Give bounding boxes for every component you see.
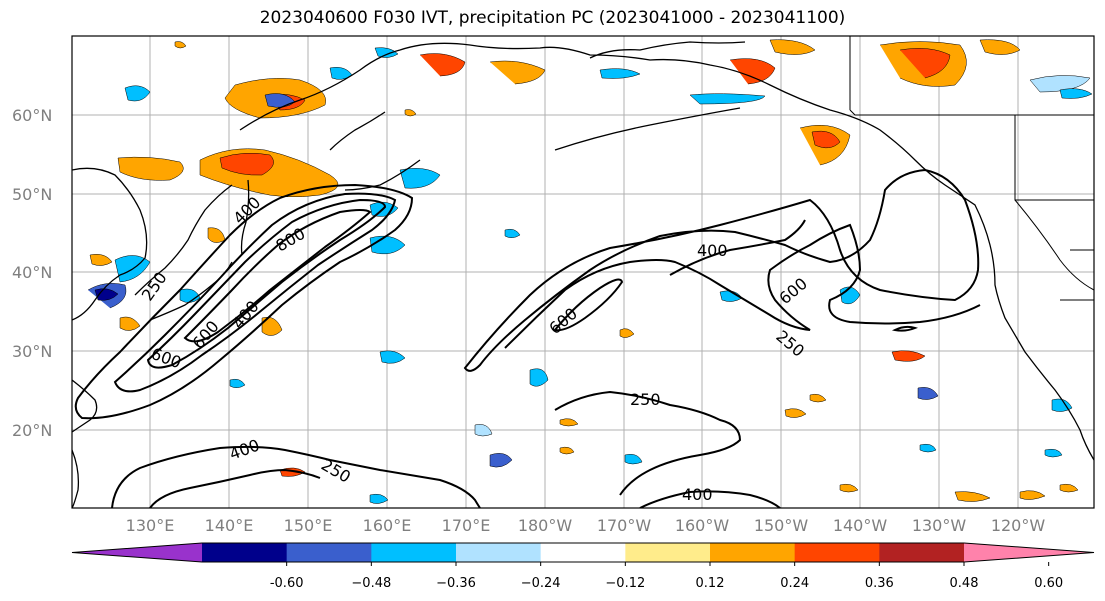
colorbar-segment — [456, 543, 542, 562]
coastlines — [72, 41, 1094, 508]
colorbar-segment — [371, 543, 457, 562]
map-title: 2023040600 F030 IVT, precipitation PC (2… — [259, 8, 846, 28]
colorbar-tick-label: 0.60 — [1034, 576, 1063, 591]
ivt-contours — [74, 168, 981, 508]
colorbar-segment — [625, 543, 711, 562]
lon-label: 160°W — [675, 516, 730, 535]
lon-label: 130°W — [912, 516, 967, 535]
precip-positive-anomalies — [89, 39, 1079, 502]
lat-label: 40°N — [12, 263, 52, 282]
colorbar-tick-label: −0.12 — [605, 576, 645, 591]
colorbar-tick-label: −0.36 — [436, 576, 476, 591]
contour-label: 400 — [697, 241, 728, 260]
lon-label: 180°W — [518, 516, 573, 535]
lat-label: 30°N — [12, 342, 52, 361]
colorbar-tick-label: 0.36 — [865, 576, 894, 591]
colorbar-segment — [540, 543, 626, 562]
lat-label: 60°N — [12, 106, 52, 125]
lon-label: 140°E — [205, 516, 254, 535]
lon-label: 140°W — [833, 516, 888, 535]
colorbar-extend-max — [964, 543, 1094, 562]
colorbar-tick-label: 0.48 — [950, 576, 979, 591]
political-borders — [849, 36, 1094, 301]
precip-negative-anomalies — [87, 47, 1093, 504]
colorbar-segment — [794, 543, 880, 562]
colorbar-segment — [286, 543, 372, 562]
lon-label: 150°E — [284, 516, 333, 535]
contour-label: 250 — [630, 390, 661, 409]
colorbar-segment — [202, 543, 288, 562]
colorbar-tick-label: -0.60 — [270, 576, 304, 591]
colorbar-outline — [71, 542, 1095, 563]
colorbar-tick-label: 0.12 — [696, 576, 725, 591]
lon-label: 160°E — [363, 516, 412, 535]
colorbar-extend-min — [72, 543, 202, 562]
lon-label: 120°W — [991, 516, 1046, 535]
colorbar-tick-label: −0.24 — [521, 576, 561, 591]
lon-label: 170°W — [597, 516, 652, 535]
colorbar: -0.60 −0.48 −0.36 −0.24 −0.12 0.12 0.24 0.36 0.4… — [71, 542, 1095, 591]
colorbar-segment — [879, 543, 965, 562]
contour-label: 400 — [682, 485, 713, 504]
lat-label: 20°N — [12, 421, 52, 440]
colorbar-tick-label: −0.48 — [351, 576, 391, 591]
map-frame — [71, 35, 1095, 509]
latitude-labels: 60°N 50°N 40°N 30°N 20°N — [12, 106, 52, 440]
longitude-labels: 130°E 140°E 150°E 160°E 170°E 180°W 170°W 160°W… — [126, 516, 1046, 535]
lat-label: 50°N — [12, 185, 52, 204]
lon-label: 150°W — [754, 516, 809, 535]
lon-label: 170°E — [442, 516, 491, 535]
colorbar-tick-label: 0.24 — [780, 576, 809, 591]
colorbar-segment — [710, 543, 796, 562]
lon-label: 130°E — [126, 516, 175, 535]
